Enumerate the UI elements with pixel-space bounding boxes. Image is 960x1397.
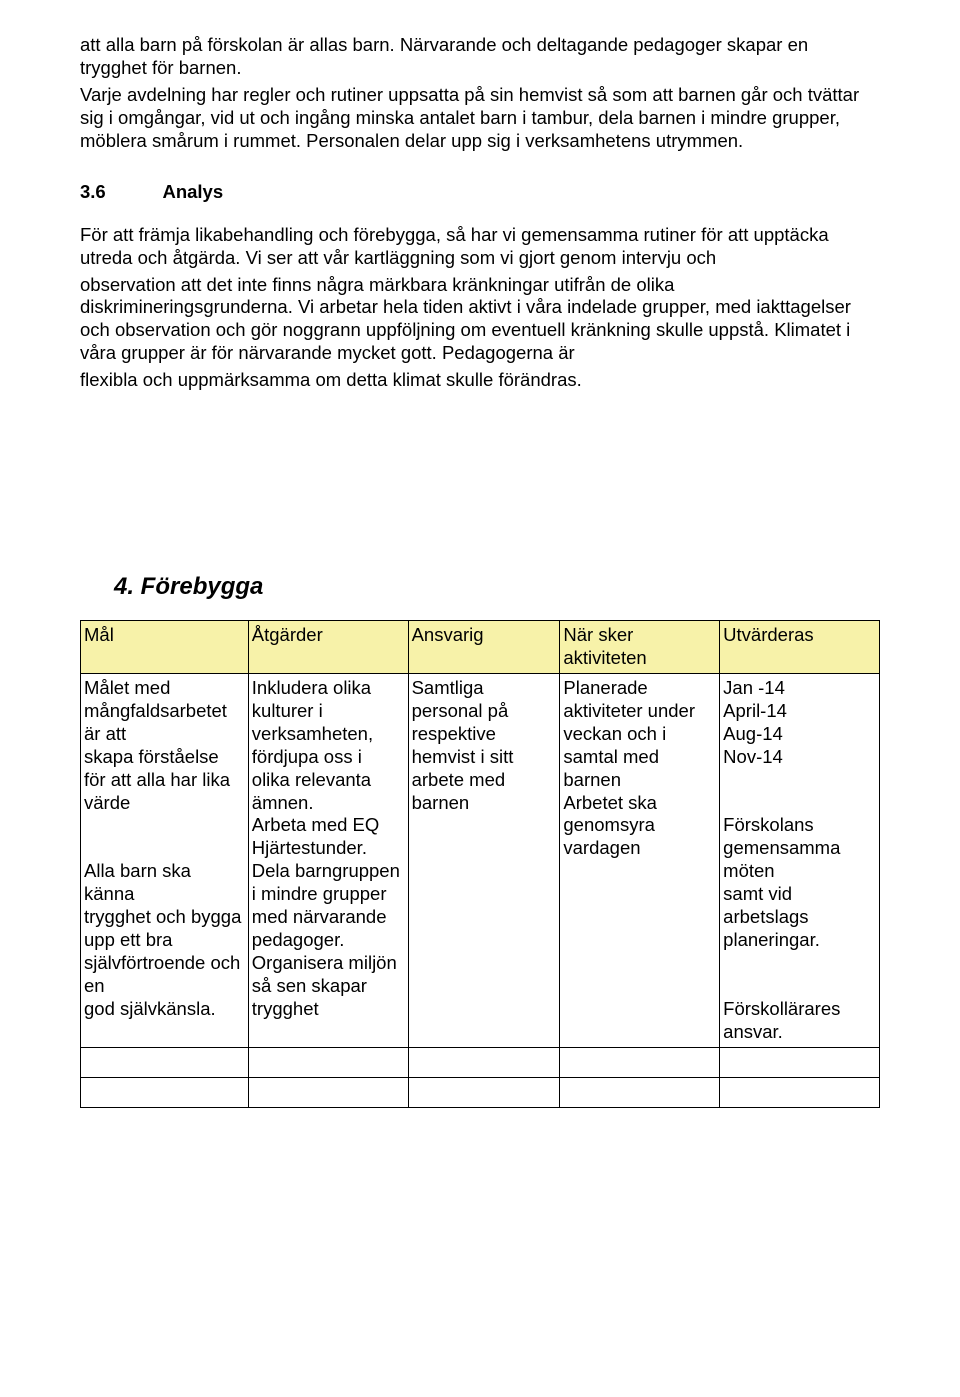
intro-paragraph-1: att alla barn på förskolan är allas barn…: [80, 34, 880, 80]
analys-paragraph-3: flexibla och uppmärksamma om detta klima…: [80, 369, 880, 392]
cell-mal: Målet med mångfaldsarbetet är attskapa f…: [81, 673, 249, 1047]
analys-paragraph-1: För att främja likabehandling och föreby…: [80, 224, 880, 270]
table-row: Målet med mångfaldsarbetet är attskapa f…: [81, 673, 880, 1047]
table-header-row: Mål Åtgärder Ansvarig När skeraktivitete…: [81, 620, 880, 673]
cell-atgarder: Inkludera olika kulturer i verksamheten,…: [248, 673, 408, 1047]
cell-nar: Planerade aktiviteter under veckan och i…: [560, 673, 720, 1047]
table-row-empty-2: [81, 1077, 880, 1107]
intro-paragraph-2: Varje avdelning har regler och rutiner u…: [80, 84, 880, 153]
section-number: 3.6: [80, 181, 158, 204]
col-ansvarig: Ansvarig: [408, 620, 560, 673]
section-title: Analys: [162, 181, 223, 202]
analys-paragraph-2: observation att det inte finns några mär…: [80, 274, 880, 366]
col-atgarder: Åtgärder: [248, 620, 408, 673]
forebygga-table: Mål Åtgärder Ansvarig När skeraktivitete…: [80, 620, 880, 1108]
table-row-empty-1: [81, 1047, 880, 1077]
heading-forebygga: 4. Förebygga: [114, 572, 880, 602]
cell-utvarderas: Jan -14April-14Aug-14Nov-14Förskolans ge…: [720, 673, 880, 1047]
col-utvarderas: Utvärderas: [720, 620, 880, 673]
col-mal: Mål: [81, 620, 249, 673]
col-nar: När skeraktiviteten: [560, 620, 720, 673]
section-heading-analys: 3.6 Analys: [80, 181, 880, 204]
cell-ansvarig: Samtliga personal på respektive hemvist …: [408, 673, 560, 1047]
